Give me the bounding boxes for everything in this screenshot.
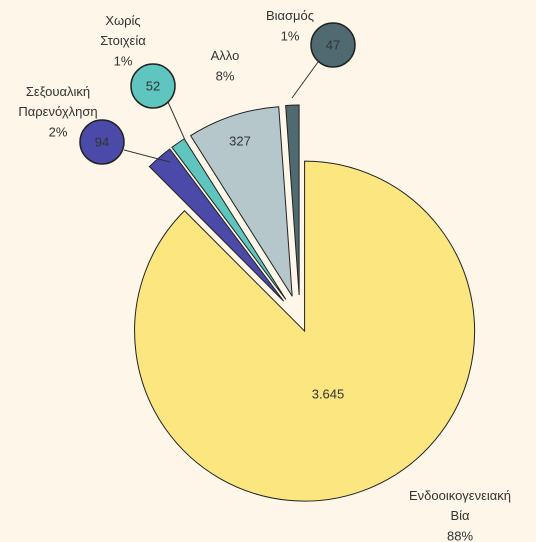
category-label: Χωρίς Στοιχεία [100,13,146,48]
data-label: 94 [95,134,109,149]
value-bubble [79,119,125,165]
percent-label: 88% [447,528,473,542]
data-label: 327 [229,133,251,148]
data-label: 3.645 [312,386,345,401]
data-label: 47 [326,37,340,52]
percent-label: 8% [216,68,235,83]
percent-label: 2% [49,124,68,139]
pie-slice [134,160,476,502]
pie-slice [189,106,293,297]
percent-label: 1% [281,28,300,43]
pie-slice [285,104,300,296]
category-label: Σεξουαλική Παρενόχληση [18,84,97,119]
leader-line [291,61,319,99]
category-label: Αλλο [211,48,240,63]
pie-slice [148,148,285,302]
value-bubble [130,63,176,109]
value-bubble [310,22,356,68]
percent-label: 1% [114,53,133,68]
leader-line [167,101,186,141]
leader-line [123,149,171,163]
data-label: 52 [146,78,160,93]
category-label: Βιασμός [266,8,314,23]
category-label: Ενδοοικογενειακή Βία [409,488,511,523]
